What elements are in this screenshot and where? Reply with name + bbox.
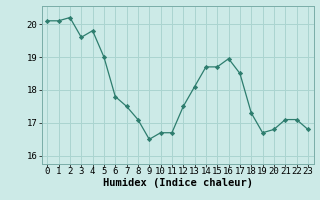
- X-axis label: Humidex (Indice chaleur): Humidex (Indice chaleur): [103, 178, 252, 188]
